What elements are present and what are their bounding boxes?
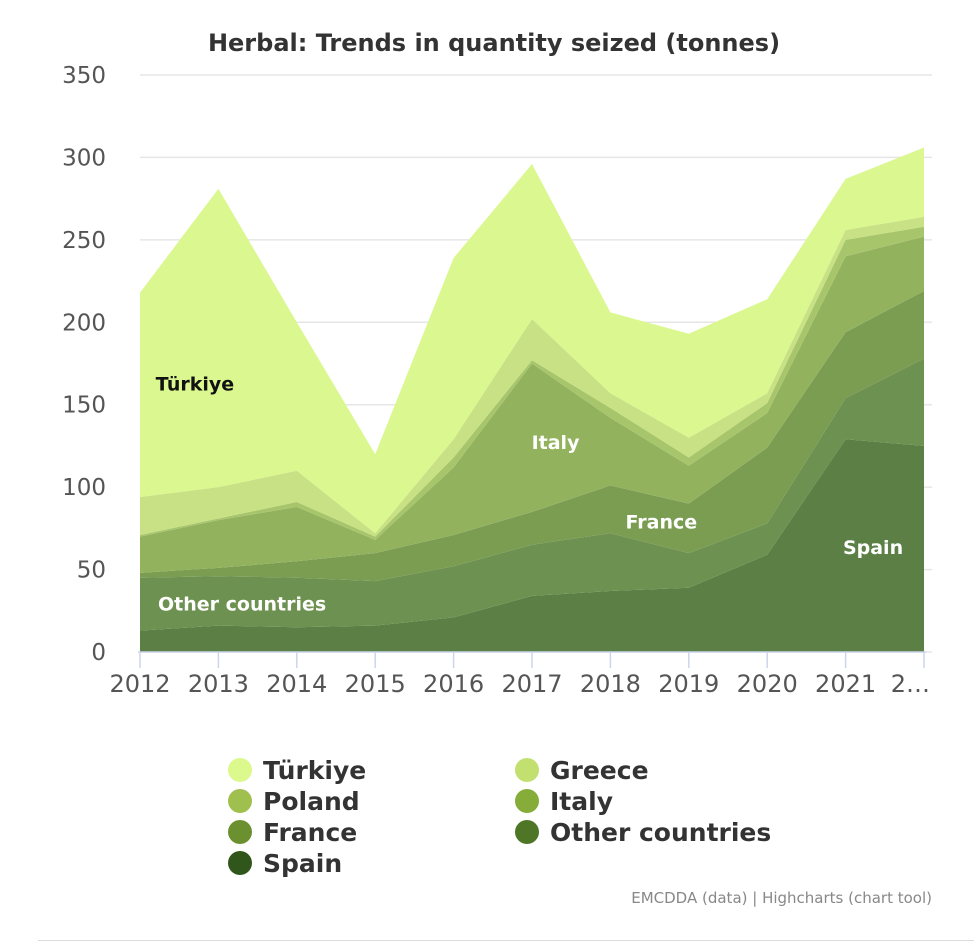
y-tick-label: 100 <box>62 475 106 501</box>
x-tick-label: 2018 <box>580 670 641 698</box>
x-tick-label: 2014 <box>266 670 327 698</box>
legend-item-spain[interactable]: Spain <box>228 849 342 878</box>
area-label-t-rkiye: Türkiye <box>156 373 234 395</box>
x-tick-label: 2016 <box>423 670 484 698</box>
legend-label: France <box>263 818 357 847</box>
legend-swatch-icon <box>515 789 539 813</box>
legend-item-other-countries[interactable]: Other countries <box>515 818 771 847</box>
legend-item-poland[interactable]: Poland <box>228 787 360 816</box>
area-label-italy: Italy <box>532 432 580 454</box>
x-tick-label: 2021 <box>815 670 876 698</box>
legend-label: Greece <box>550 756 649 785</box>
area-label-other-countries: Other countries <box>158 593 326 615</box>
legend-swatch-icon <box>228 820 252 844</box>
y-tick-label: 300 <box>62 145 106 171</box>
chart-title: Herbal: Trends in quantity seized (tonne… <box>208 29 780 57</box>
legend-label: Türkiye <box>263 756 366 785</box>
legend-swatch-icon <box>515 758 539 782</box>
area-t-rkiye[interactable] <box>140 147 924 534</box>
area-greece[interactable] <box>140 216 924 537</box>
y-tick-label: 250 <box>62 228 106 254</box>
y-tick-label: 0 <box>91 640 106 666</box>
legend-label: Spain <box>263 849 342 878</box>
x-tick-label: 2013 <box>188 670 249 698</box>
x-tick-label: 2012 <box>109 670 170 698</box>
y-tick-label: 50 <box>77 558 106 584</box>
area-labels: Türkiye Italy France Spain Other countries <box>156 373 903 615</box>
y-tick-label: 200 <box>62 310 106 336</box>
x-tick-label: 2017 <box>501 670 562 698</box>
legend-swatch-icon <box>228 851 252 875</box>
area-label-spain: Spain <box>843 537 903 559</box>
area-spain[interactable] <box>140 439 924 652</box>
x-tick-label: 2020 <box>737 670 798 698</box>
legend-swatch-icon <box>228 758 252 782</box>
legend-label: Other countries <box>550 818 771 847</box>
credits-text[interactable]: EMCDDA (data) | Highcharts (chart tool) <box>631 889 932 907</box>
area-label-france: France <box>626 512 698 534</box>
x-tick-label: 2015 <box>345 670 406 698</box>
area-italy[interactable] <box>140 236 924 573</box>
x-tick-label: 2… <box>891 670 930 698</box>
bottom-divider <box>38 940 974 941</box>
legend-item-france[interactable]: France <box>228 818 357 847</box>
area-france[interactable] <box>140 291 924 582</box>
legend-label: Poland <box>263 787 360 816</box>
legend-swatch-icon <box>515 820 539 844</box>
y-tick-label: 350 <box>62 63 106 89</box>
legend-item-t-rkiye[interactable]: Türkiye <box>228 756 366 785</box>
legend-swatch-icon <box>228 789 252 813</box>
legend-label: Italy <box>550 787 613 816</box>
axes: 0 50 100 150 200 250 300 350 2012 2013 2014 2015 201… <box>62 63 930 698</box>
legend-item-italy[interactable]: Italy <box>515 787 613 816</box>
y-tick-label: 150 <box>62 393 106 419</box>
legend: Türkiye Greece Poland Italy France Other coun… <box>228 756 771 878</box>
stacked-areas <box>140 147 924 652</box>
x-tick-label: 2019 <box>658 670 719 698</box>
legend-item-greece[interactable]: Greece <box>515 756 649 785</box>
area-other-countries[interactable] <box>140 358 924 631</box>
